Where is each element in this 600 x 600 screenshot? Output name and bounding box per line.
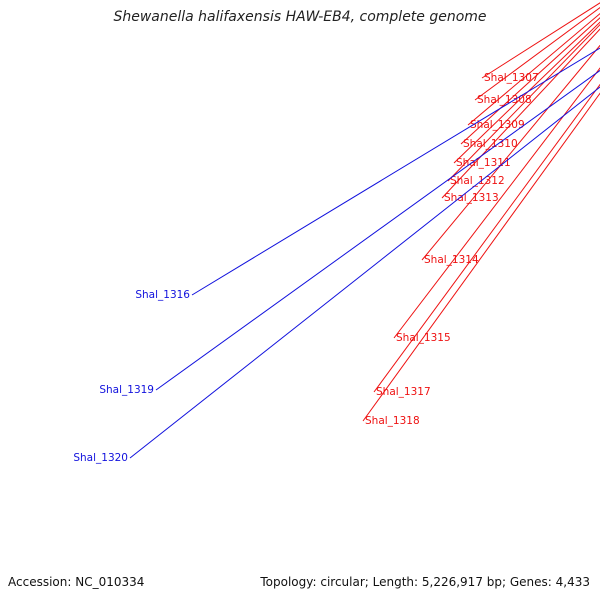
label-leader-line	[460, 17, 600, 145]
gene-label-shal-1310[interactable]: Shal_1310	[463, 138, 518, 150]
gene-label-shal-1313[interactable]: Shal_1313	[444, 192, 499, 204]
accession-text: Accession: NC_010334	[8, 575, 145, 589]
label-leader-line	[447, 24, 600, 182]
label-leader-line	[129, 86, 600, 459]
gene-label-shal-1307[interactable]: Shal_1307	[484, 72, 539, 84]
gene-label-shal-1320[interactable]: Shal_1320	[73, 452, 128, 464]
gene-label-shal-1317[interactable]: Shal_1317	[376, 386, 431, 398]
label-leader-line	[191, 47, 600, 296]
gene-label-shal-1314[interactable]: Shal_1314	[424, 254, 479, 266]
label-leader-line	[393, 67, 600, 339]
label-leader-line	[453, 21, 600, 164]
gene-label-layer: Shal_1307 Shal_1308 Shal_1309 Shal_1310 Shal…	[73, 2, 600, 464]
label-leader-line	[155, 69, 600, 391]
label-leader-line	[467, 12, 600, 126]
label-leader-line	[362, 92, 600, 422]
label-leader-line	[421, 44, 600, 261]
gene-label-shal-1311[interactable]: Shal_1311	[456, 157, 511, 169]
gene-label-shal-1309[interactable]: Shal_1309	[470, 119, 525, 131]
gene-label-shal-1318[interactable]: Shal_1318	[365, 415, 420, 427]
label-leader-line	[373, 83, 600, 393]
gene-label-shal-1312[interactable]: Shal_1312	[450, 175, 505, 187]
label-leader-line	[474, 7, 600, 101]
label-leader-line	[441, 28, 600, 199]
gene-label-shal-1319[interactable]: Shal_1319	[99, 384, 154, 396]
gene-label-shal-1316[interactable]: Shal_1316	[135, 289, 190, 301]
map-title: Shewanella halifaxensis HAW-EB4, complet…	[113, 9, 487, 25]
gene-label-shal-1308[interactable]: Shal_1308	[477, 94, 532, 106]
label-leader-line	[481, 2, 600, 79]
topology-text: Topology: circular; Length: 5,226,917 bp…	[260, 575, 590, 589]
